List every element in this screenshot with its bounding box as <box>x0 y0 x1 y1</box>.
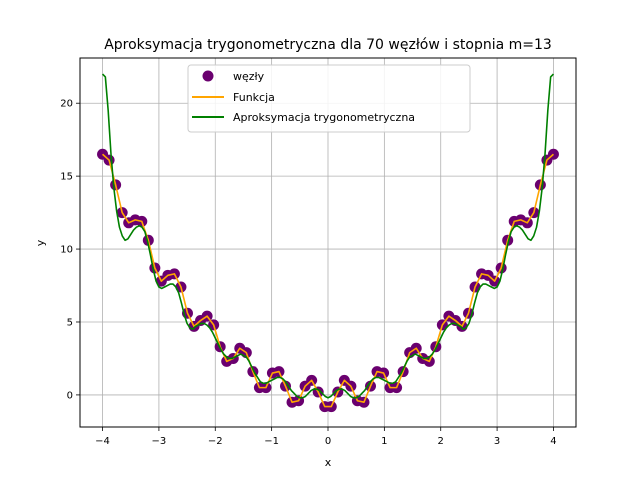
legend-box <box>187 64 471 133</box>
y-tick-label: 10 <box>60 245 73 256</box>
approximation-line <box>101 73 555 399</box>
x-axis-label: x <box>325 456 332 469</box>
legend-label-nodes: węzły <box>233 70 265 83</box>
legend-label-function: Funkcja <box>233 91 275 104</box>
legend: węzły Funkcja Aproksymacja trygonometryc… <box>187 64 471 133</box>
y-tick-label: 15 <box>60 172 73 183</box>
legend-marker-nodes <box>202 70 214 82</box>
y-axis: 0 5 10 15 20 <box>60 99 80 401</box>
y-axis-label: y <box>34 239 47 246</box>
x-axis: −4 −3 −2 −1 0 1 2 3 4 <box>95 427 557 447</box>
legend-label-approx: Aproksymacja trygonometryczna <box>233 111 415 124</box>
x-tick-label: −2 <box>208 436 223 447</box>
x-tick-label: −1 <box>264 436 279 447</box>
x-tick-label: 3 <box>494 436 500 447</box>
x-tick-label: −4 <box>95 436 110 447</box>
x-tick-label: 0 <box>325 436 331 447</box>
y-tick-label: 0 <box>67 390 73 401</box>
chart-title: Aproksymacja trygonometryczna dla 70 węz… <box>104 37 552 53</box>
x-tick-label: 4 <box>550 436 556 447</box>
function-line <box>102 153 554 408</box>
y-tick-label: 20 <box>60 99 73 110</box>
plot-area <box>97 73 559 413</box>
x-tick-label: 1 <box>381 436 387 447</box>
x-tick-label: −3 <box>152 436 167 447</box>
x-tick-label: 2 <box>438 436 444 447</box>
y-tick-label: 5 <box>67 317 73 328</box>
